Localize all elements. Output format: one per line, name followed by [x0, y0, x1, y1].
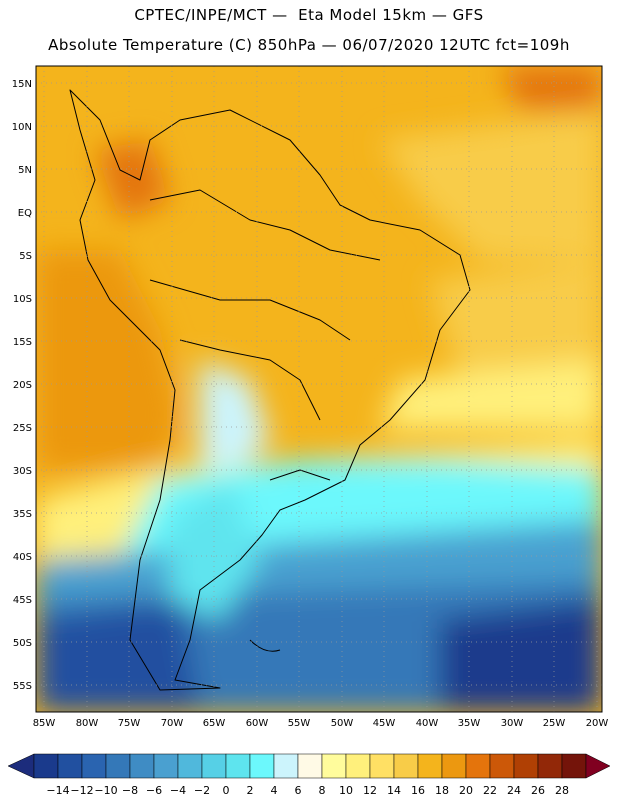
colorbar-label: −14 — [46, 784, 69, 797]
colorbar-segment — [105, 753, 131, 779]
colorbar-segment — [33, 753, 59, 779]
colorbar-segment — [369, 753, 395, 779]
lat-label: EQ — [18, 208, 32, 219]
lat-label: 40S — [13, 552, 32, 563]
colorbar-segment — [297, 753, 323, 779]
lat-label: 15S — [13, 337, 32, 348]
colorbar-label: −8 — [122, 784, 138, 797]
lon-label: 20W — [586, 718, 609, 729]
lat-label: 5S — [19, 251, 32, 262]
lat-label: 50S — [13, 638, 32, 649]
colorbar-segment — [417, 753, 443, 779]
colorbar-label: 14 — [387, 784, 401, 797]
colorbar-label: −12 — [70, 784, 93, 797]
colorbar-labels: −14 −12 −10 −8 −6 −4 −2 0 2 4 6 8 10 12 14 16 18 20 22 24 26… — [46, 784, 569, 797]
colorbar-label: 2 — [247, 784, 254, 797]
colorbar-segment — [177, 753, 203, 779]
colorbar-segment — [561, 753, 587, 779]
colorbar-label: 18 — [435, 784, 449, 797]
colorbar-over-arrow — [585, 753, 611, 779]
colorbar: −14 −12 −10 −8 −6 −4 −2 0 2 4 6 8 10 12 14 16 18 20 22 24 26… — [7, 753, 611, 797]
lon-label: 50W — [331, 718, 354, 729]
colorbar-segment — [321, 753, 347, 779]
colorbar-label: −6 — [146, 784, 162, 797]
lat-label: 25S — [13, 423, 32, 434]
colorbar-label: 16 — [411, 784, 425, 797]
lat-label: 5N — [18, 165, 32, 176]
map-title-line2: Absolute Temperature (C) 850hPa — 06/07/… — [48, 36, 570, 54]
lon-label: 80W — [76, 718, 99, 729]
colorbar-label: 28 — [555, 784, 569, 797]
colorbar-segment — [489, 753, 515, 779]
colorbar-segment — [273, 753, 299, 779]
map-frame — [35, 65, 603, 713]
colorbar-segment — [153, 753, 179, 779]
colorbar-segment — [513, 753, 539, 779]
colorbar-segment — [441, 753, 467, 779]
colorbar-segment — [129, 753, 155, 779]
colorbar-segments — [33, 753, 587, 779]
colorbar-segment — [225, 753, 251, 779]
lat-label: 10N — [12, 122, 32, 133]
lon-label: 60W — [246, 718, 269, 729]
lon-label: 40W — [416, 718, 439, 729]
colorbar-segment — [537, 753, 563, 779]
map-title-line1: CPTEC/INPE/MCT — Eta Model 15km — GFS — [134, 6, 484, 24]
temperature-field — [36, 66, 602, 712]
lon-label: 35W — [458, 718, 481, 729]
lon-label: 65W — [203, 718, 226, 729]
lat-label: 45S — [13, 595, 32, 606]
lon-label: 70W — [161, 718, 184, 729]
colorbar-segment — [201, 753, 227, 779]
colorbar-segment — [465, 753, 491, 779]
colorbar-label: 4 — [271, 784, 278, 797]
colorbar-label: 24 — [507, 784, 521, 797]
lat-label: 55S — [13, 681, 32, 692]
longitude-axis: 85W 80W 75W 70W 65W 60W 55W 50W 45W 40W … — [33, 718, 609, 729]
colorbar-label: 26 — [531, 784, 545, 797]
colorbar-label: −2 — [194, 784, 210, 797]
lat-label: 15N — [12, 79, 32, 90]
lon-label: 85W — [33, 718, 56, 729]
lat-label: 10S — [13, 294, 32, 305]
colorbar-label: −10 — [94, 784, 117, 797]
lat-label: 20S — [13, 380, 32, 391]
colorbar-label: 12 — [363, 784, 377, 797]
lon-label: 45W — [373, 718, 396, 729]
lon-label: 75W — [118, 718, 141, 729]
colorbar-label: 20 — [459, 784, 473, 797]
colorbar-segment — [81, 753, 107, 779]
colorbar-label: 10 — [339, 784, 353, 797]
lon-label: 25W — [543, 718, 566, 729]
colorbar-segment — [249, 753, 275, 779]
colorbar-label: 22 — [483, 784, 497, 797]
colorbar-label: 6 — [295, 784, 302, 797]
colorbar-segment — [57, 753, 83, 779]
colorbar-segment — [393, 753, 419, 779]
colorbar-label: 0 — [223, 784, 230, 797]
colorbar-under-arrow — [7, 753, 35, 779]
colorbar-label: −4 — [170, 784, 186, 797]
colorbar-label: 8 — [319, 784, 326, 797]
lon-label: 55W — [288, 718, 311, 729]
latitude-axis: 15N 10N 5N EQ 5S 10S 15S 20S 25S 30S 35S… — [12, 79, 32, 692]
colorbar-segment — [345, 753, 371, 779]
coastline — [69, 89, 471, 691]
lat-label: 30S — [13, 466, 32, 477]
lat-label: 35S — [13, 509, 32, 520]
lon-label: 30W — [501, 718, 524, 729]
